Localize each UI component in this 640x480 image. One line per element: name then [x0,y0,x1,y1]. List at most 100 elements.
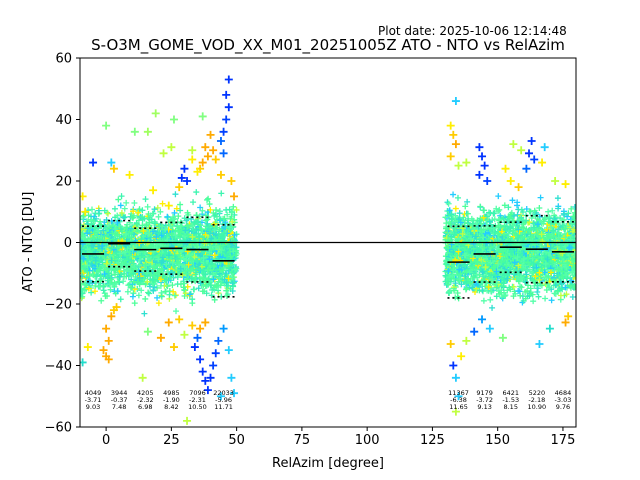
cluster-point [144,203,151,210]
cluster-point [131,300,138,307]
cluster-point [158,293,165,300]
cluster-point [93,215,100,222]
cluster-point [190,199,197,206]
cluster-point [109,223,116,230]
cluster-point [101,290,108,297]
cluster-point [117,296,124,303]
cluster-point [155,300,162,307]
cluster-point [188,216,195,223]
cluster-point [145,289,152,296]
cluster-point [193,189,200,196]
cluster-point [91,288,98,295]
cluster-point [170,288,177,295]
cluster-point [80,226,85,233]
cluster-point [118,193,125,200]
cluster-point [80,286,84,293]
cluster-point [231,231,238,238]
cluster-point [216,208,223,215]
cluster-point [154,284,161,291]
cluster-point [199,288,206,295]
cluster-point [151,206,158,213]
cluster-point [111,205,118,212]
cluster-point [114,287,121,294]
cluster-point [147,283,154,290]
cluster-point [131,199,138,206]
cluster-point [157,208,164,215]
cluster-point [206,201,213,208]
cluster-point [224,211,231,218]
plot-date: Plot date: 2025-10-06 12:14:48 [378,24,567,38]
cluster-point [177,222,184,229]
cluster-point [117,202,124,209]
cluster-point [211,296,218,303]
cluster-point [204,220,211,227]
cluster-point [146,290,153,297]
cluster-point [106,252,113,259]
cluster-point [171,252,178,259]
cluster-point [173,308,180,315]
cluster-point [215,278,222,285]
cluster-point [203,196,210,203]
cluster-point [100,282,107,289]
cluster-point [177,281,184,288]
cluster-point [159,200,166,207]
cluster-point [173,205,180,212]
cluster-point [229,280,236,287]
cluster-point [213,282,220,289]
cluster-point [105,210,112,217]
cluster-point [154,294,161,301]
cluster-point [129,284,136,291]
cluster-point [152,220,159,227]
cluster-point [203,290,210,297]
cluster-point [113,281,120,288]
cluster-point [123,230,130,237]
cluster-point [138,287,145,294]
chart-title: S-O3M_GOME_VOD_XX_M01_20251005Z ATO - NT… [91,36,565,55]
cluster-point [91,229,98,236]
cluster-point [129,281,136,288]
cluster-point [136,206,143,213]
cluster-point [177,201,184,208]
cluster-point [215,230,222,237]
cluster-point [184,209,191,216]
cluster-point [183,270,190,277]
cluster-point [221,230,228,237]
cluster-point [150,228,157,235]
cluster-point [208,292,215,299]
cluster-point [102,293,109,300]
cluster-point [123,199,130,206]
cluster-point [218,190,225,197]
cluster-point [177,207,184,214]
cluster-point [172,232,179,239]
cluster-point [210,210,217,217]
cluster-point [158,250,165,257]
cluster-point [196,213,203,220]
cluster-point [155,213,162,220]
cluster-point [107,286,114,293]
cluster-point [189,296,196,303]
cluster-point [118,210,125,217]
cluster-point [229,218,236,225]
cluster-point [121,205,128,212]
cluster-point [80,213,87,220]
cluster-point [101,207,108,214]
cluster-point [171,292,178,299]
cluster-point [142,295,149,302]
cluster-point [197,204,204,211]
cluster-point [223,206,230,213]
cluster-point [98,297,105,304]
cluster-point [154,204,161,211]
cluster-point [225,275,232,282]
cluster-point [227,215,234,222]
cluster-point [209,286,216,293]
scatter-clusters [80,189,576,317]
cluster-point [212,232,219,239]
cluster-point [230,203,237,210]
cluster-point [172,191,179,198]
cluster-point [97,283,104,290]
cluster-point [141,310,148,317]
cluster-point [135,292,142,299]
cluster-point [124,288,131,295]
cluster-point [130,214,137,221]
